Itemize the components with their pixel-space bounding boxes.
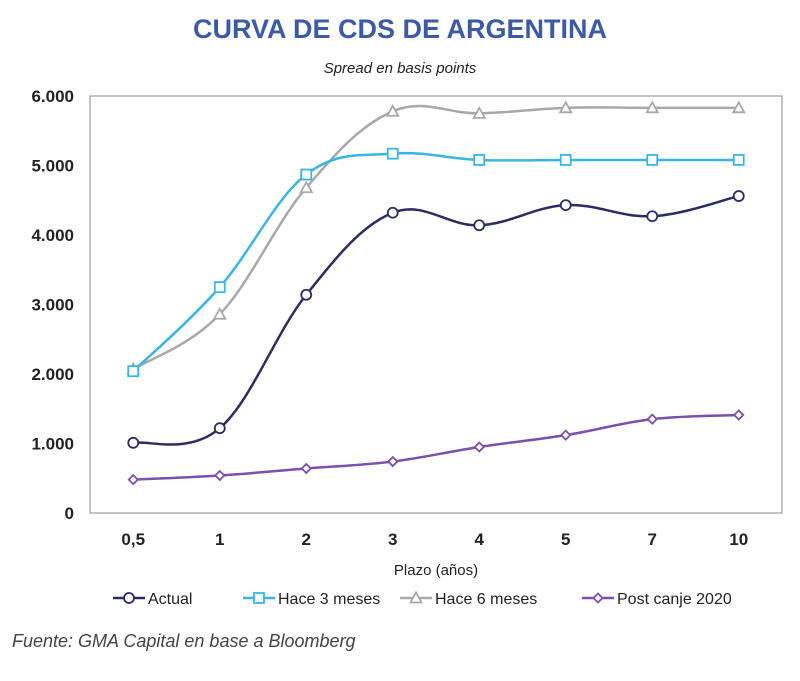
data-point-post-canje-2020: [732, 409, 745, 421]
data-point-post-canje-2020: [127, 473, 140, 486]
data-point-actual: [559, 199, 572, 212]
x-axis-label: Plazo (años): [394, 562, 478, 579]
data-point-hace-6-meses: [212, 306, 227, 320]
legend-label: Hace 6 meses: [435, 591, 537, 608]
data-point-post-canje-2020: [213, 469, 226, 482]
data-point-actual: [300, 288, 313, 301]
legend-label: Actual: [148, 591, 192, 608]
data-point-hace-3-meses: [473, 154, 486, 166]
data-point-actual: [646, 210, 659, 223]
series-line-actual: [133, 194, 740, 446]
data-point-post-canje-2020: [300, 462, 313, 475]
y-tick-label: 2.000: [31, 365, 74, 384]
x-tick-label: 2: [302, 530, 311, 549]
legend-item-hace-6-meses: Hace 6 meses: [400, 590, 537, 608]
series-hace-3-meses: [127, 147, 745, 378]
data-point-post-canje-2020: [646, 413, 659, 425]
series-hace-6-meses: [126, 100, 746, 375]
y-tick-label: 5.000: [31, 157, 74, 176]
legend-item-actual: Actual: [113, 591, 192, 608]
x-tick-label: 7: [648, 530, 657, 549]
series-line-post-canje-2020: [133, 413, 739, 481]
series-line-hace-6-meses: [132, 104, 739, 371]
data-point-hace-3-meses: [213, 281, 226, 294]
chart-subtitle: Spread en basis points: [323, 60, 477, 77]
data-point-hace-6-meses: [558, 100, 573, 114]
data-point-hace-6-meses: [472, 106, 487, 119]
data-point-hace-3-meses: [559, 154, 572, 166]
y-tick-label: 0: [65, 504, 74, 523]
data-point-hace-3-meses: [300, 168, 313, 181]
series-group: [126, 100, 746, 486]
x-tick-label: 5: [561, 530, 570, 549]
data-point-post-canje-2020: [473, 441, 486, 453]
legend-marker-diamond: [592, 592, 604, 604]
legend-label: Hace 3 meses: [278, 591, 380, 608]
legend-marker-square: [253, 592, 265, 604]
data-point-hace-3-meses: [386, 147, 399, 160]
x-tick-label: 0,5: [121, 530, 145, 549]
x-tick-label: 4: [475, 530, 485, 549]
data-point-hace-6-meses: [731, 100, 746, 114]
legend: Actual Hace 3 meses Hace 6 meses Post canje…: [113, 590, 732, 608]
series-line-hace-3-meses: [132, 151, 739, 373]
legend-label: Post canje 2020: [617, 591, 732, 608]
y-tick-label: 6.000: [31, 87, 74, 106]
plot-frame: [89, 95, 783, 514]
series-actual: [127, 190, 745, 449]
chart-title: CURVA DE CDS DE ARGENTINA: [192, 14, 608, 44]
y-axis: 0 1.000 2.000 3.000 4.000 5.000 6.000: [31, 87, 74, 523]
data-point-actual: [386, 206, 399, 219]
legend-marker-triangle: [408, 590, 424, 604]
y-tick-label: 3.000: [31, 296, 74, 315]
legend-marker-circle: [123, 592, 135, 604]
data-point-actual: [473, 219, 486, 232]
data-point-hace-3-meses: [127, 365, 140, 378]
data-point-hace-6-meses: [299, 180, 314, 194]
series-post-canje-2020: [127, 409, 745, 486]
x-tick-label: 1: [215, 530, 224, 549]
legend-item-hace-3-meses: Hace 3 meses: [243, 591, 380, 608]
x-axis: 0,5 1 2 3 4 5 7 10: [121, 530, 748, 549]
data-point-actual: [127, 436, 140, 449]
y-tick-label: 4.000: [31, 226, 74, 245]
x-tick-label: 10: [729, 530, 748, 549]
data-point-actual: [213, 422, 226, 435]
data-point-actual: [732, 190, 745, 202]
data-point-hace-6-meses: [385, 103, 400, 117]
source-note: Fuente: GMA Capital en base a Bloomberg: [12, 631, 356, 651]
x-tick-label: 3: [388, 530, 397, 549]
data-point-post-canje-2020: [386, 455, 399, 468]
y-tick-label: 1.000: [31, 435, 74, 454]
legend-item-post-canje-2020: Post canje 2020: [582, 591, 732, 608]
data-point-hace-3-meses: [646, 154, 659, 166]
data-point-post-canje-2020: [559, 429, 572, 441]
data-point-hace-3-meses: [732, 154, 745, 166]
data-point-hace-6-meses: [645, 100, 660, 114]
